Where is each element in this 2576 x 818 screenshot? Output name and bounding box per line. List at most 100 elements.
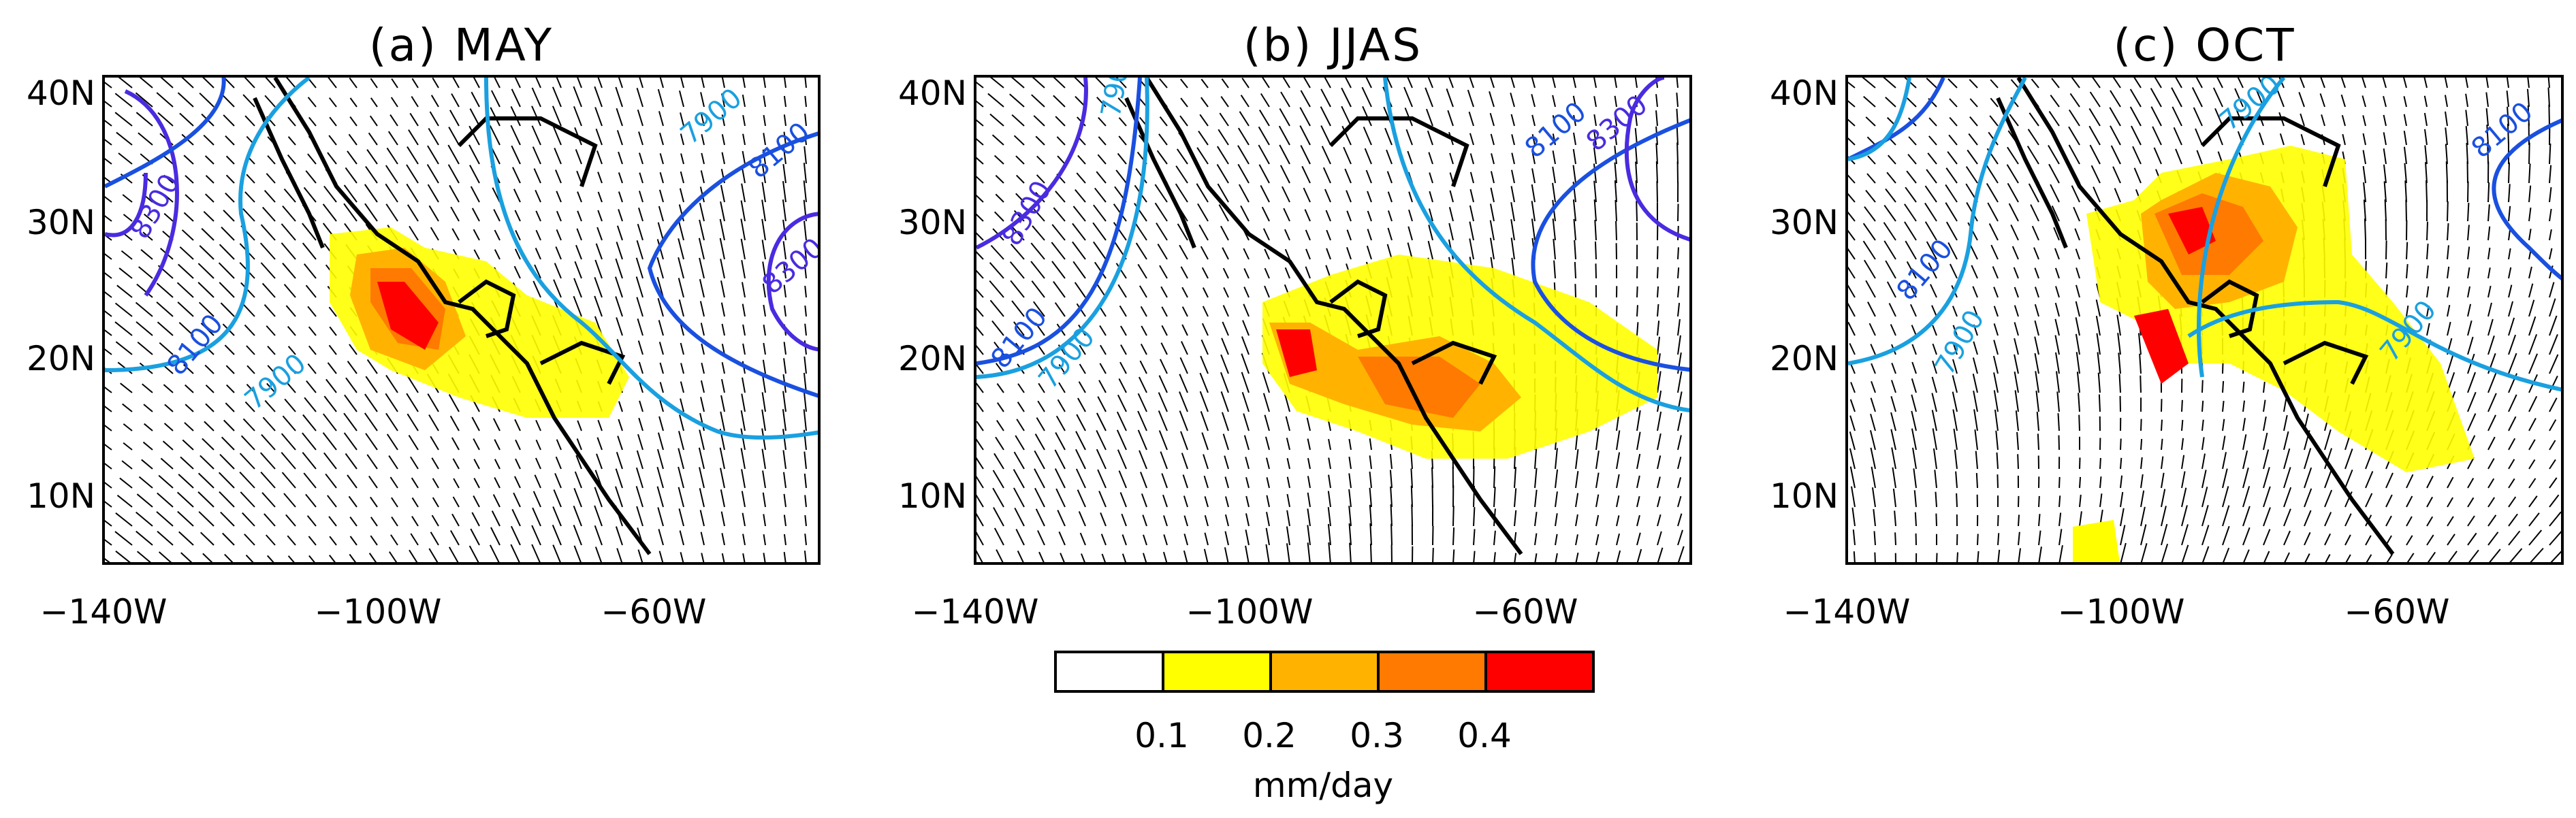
wind-arrow: [1055, 415, 1066, 431]
wind-arrow: [2054, 267, 2060, 279]
wind-arrow: [2263, 399, 2266, 412]
wind-arrow: [1890, 380, 1896, 393]
map-plot: 7900 8100 8100 7900 7900: [1845, 75, 2564, 565]
wind-arrow: [721, 362, 725, 374]
wind-arrow: [1343, 146, 1352, 165]
wind-arrow: [1179, 357, 1188, 374]
wind-arrow: [742, 324, 746, 336]
wind-arrow: [2549, 354, 2559, 374]
wind-arrow: [1449, 190, 1454, 203]
wind-arrow: [552, 86, 562, 108]
wind-arrow: [1510, 238, 1515, 260]
wind-arrow: [657, 222, 664, 241]
wind-arrow: [2242, 381, 2245, 393]
wind-arrow: [2034, 353, 2039, 374]
wind-arrow: [1552, 166, 1556, 184]
wind-arrow: [2099, 457, 2101, 470]
wind-arrow: [721, 533, 725, 546]
wind-arrow: [407, 146, 419, 165]
wind-arrow: [742, 114, 746, 127]
wind-arrow: [1552, 115, 1556, 127]
wind-arrow: [2508, 394, 2517, 412]
wind-arrow: [1469, 78, 1474, 88]
contour-label: 7900: [675, 82, 748, 151]
wind-arrow: [2508, 530, 2521, 546]
wind-arrow: [1326, 248, 1331, 260]
wind-arrow: [1220, 96, 1229, 108]
wind-arrow: [1202, 306, 1209, 317]
wind-arrow: [224, 553, 234, 562]
wind-arrow: [2018, 514, 2020, 527]
wind-arrow: [1849, 343, 1856, 355]
wind-arrow: [2056, 371, 2060, 393]
wind-arrow: [1952, 375, 1958, 393]
wind-arrow: [221, 226, 235, 241]
wind-arrow: [552, 126, 562, 146]
wind-arrow: [1636, 549, 1642, 562]
panel-title: (b) JJAS: [1243, 19, 1423, 71]
wind-arrow: [1279, 165, 1290, 184]
wind-arrow: [428, 414, 439, 431]
precip-shading: [330, 227, 629, 418]
wind-arrow: [2139, 353, 2142, 374]
wind-arrow: [1237, 127, 1250, 146]
wind-arrow: [2038, 546, 2042, 562]
wind-arrow: [2058, 435, 2060, 451]
wind-arrow: [1160, 359, 1168, 374]
wind-arrow: [1886, 171, 1896, 184]
wind-arrow: [389, 551, 398, 562]
wind-arrow: [2263, 449, 2270, 470]
wind-arrow: [1971, 265, 1978, 279]
wind-arrow: [225, 384, 235, 393]
wind-arrow: [1869, 430, 1876, 451]
wind-arrow: [2201, 487, 2208, 508]
wind-arrow: [1552, 133, 1556, 146]
wind-arrow: [105, 444, 112, 451]
wind-arrow: [139, 78, 153, 88]
wind-arrow: [740, 218, 746, 241]
wind-arrow: [615, 526, 623, 546]
wind-arrow: [2279, 133, 2285, 146]
wind-arrow: [2053, 227, 2060, 241]
wind-arrow: [700, 170, 705, 184]
wind-arrow: [976, 100, 984, 108]
wind-arrow: [597, 171, 603, 184]
wind-arrow: [701, 134, 705, 146]
wind-arrow: [2031, 225, 2039, 241]
wind-arrow: [976, 494, 984, 508]
wind-arrow: [1367, 191, 1372, 203]
wind-arrow: [1097, 469, 1107, 489]
wind-arrow: [699, 257, 705, 279]
wind-arrow: [1175, 165, 1188, 184]
wind-arrow: [1575, 553, 1579, 562]
wind-arrow: [406, 183, 419, 203]
wind-arrow: [143, 404, 153, 412]
wind-arrow: [2403, 96, 2407, 108]
wind-arrow: [2283, 414, 2288, 431]
wind-arrow: [1196, 147, 1209, 165]
wind-arrow: [1036, 174, 1045, 184]
wind-arrow: [1013, 469, 1025, 489]
wind-arrow: [699, 412, 705, 431]
wind-arrow: [976, 382, 984, 393]
wind-arrow: [1926, 241, 1937, 260]
wind-arrow: [1299, 125, 1311, 146]
wind-arrow: [203, 134, 214, 146]
wind-arrow: [680, 171, 684, 184]
wind-arrow: [471, 208, 480, 222]
wind-arrow: [1363, 127, 1372, 146]
wind-arrow: [322, 413, 337, 431]
wind-arrow: [638, 361, 643, 374]
wind-arrow: [304, 263, 317, 279]
wind-arrow: [1100, 534, 1107, 546]
wind-arrow: [121, 460, 133, 470]
wind-arrow: [343, 412, 357, 431]
wind-arrow: [1286, 543, 1290, 562]
wind-arrow: [700, 397, 705, 412]
wind-arrow: [2076, 284, 2080, 298]
wind-arrow: [202, 438, 214, 451]
wind-arrow: [1848, 321, 1856, 336]
wind-arrow: [1676, 108, 1679, 127]
wind-arrow: [2366, 554, 2372, 562]
wind-arrow: [1448, 78, 1454, 88]
